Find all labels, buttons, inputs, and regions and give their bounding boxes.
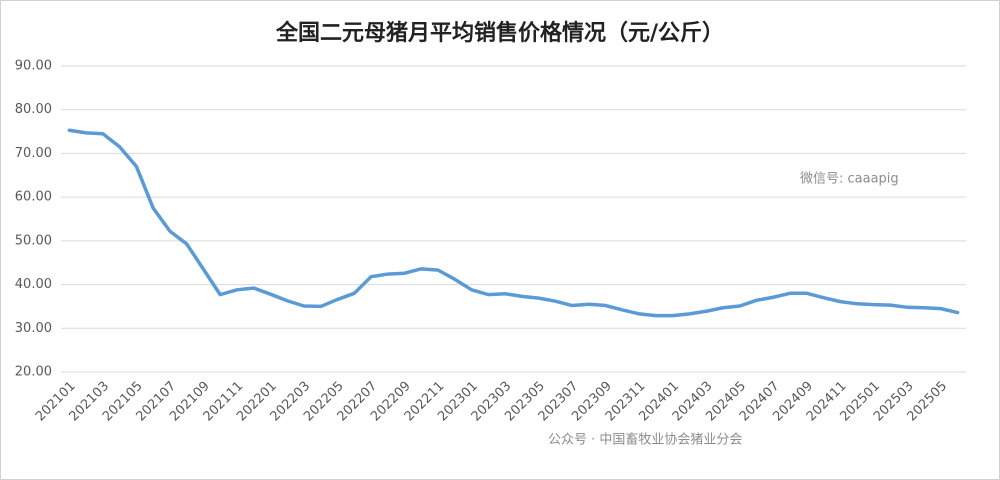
y-tick-label: 30.00 <box>15 321 52 336</box>
y-tick-label: 60.00 <box>15 190 52 205</box>
y-tick-label: 80.00 <box>15 102 52 117</box>
y-tick-label: 90.00 <box>15 59 52 74</box>
watermark: 微信号: caaapig <box>800 172 899 187</box>
y-tick-label: 70.00 <box>15 146 52 161</box>
line-series <box>67 128 960 318</box>
y-tick-label: 50.00 <box>15 233 52 248</box>
watermark: 公众号 · 中国畜牧业协会猪业分会 <box>548 432 742 448</box>
y-tick-label: 40.00 <box>15 277 52 292</box>
chart-title: 全国二元母猪月平均销售价格情况（元/公斤） <box>275 20 724 46</box>
y-tick-label: 20.00 <box>15 365 52 380</box>
